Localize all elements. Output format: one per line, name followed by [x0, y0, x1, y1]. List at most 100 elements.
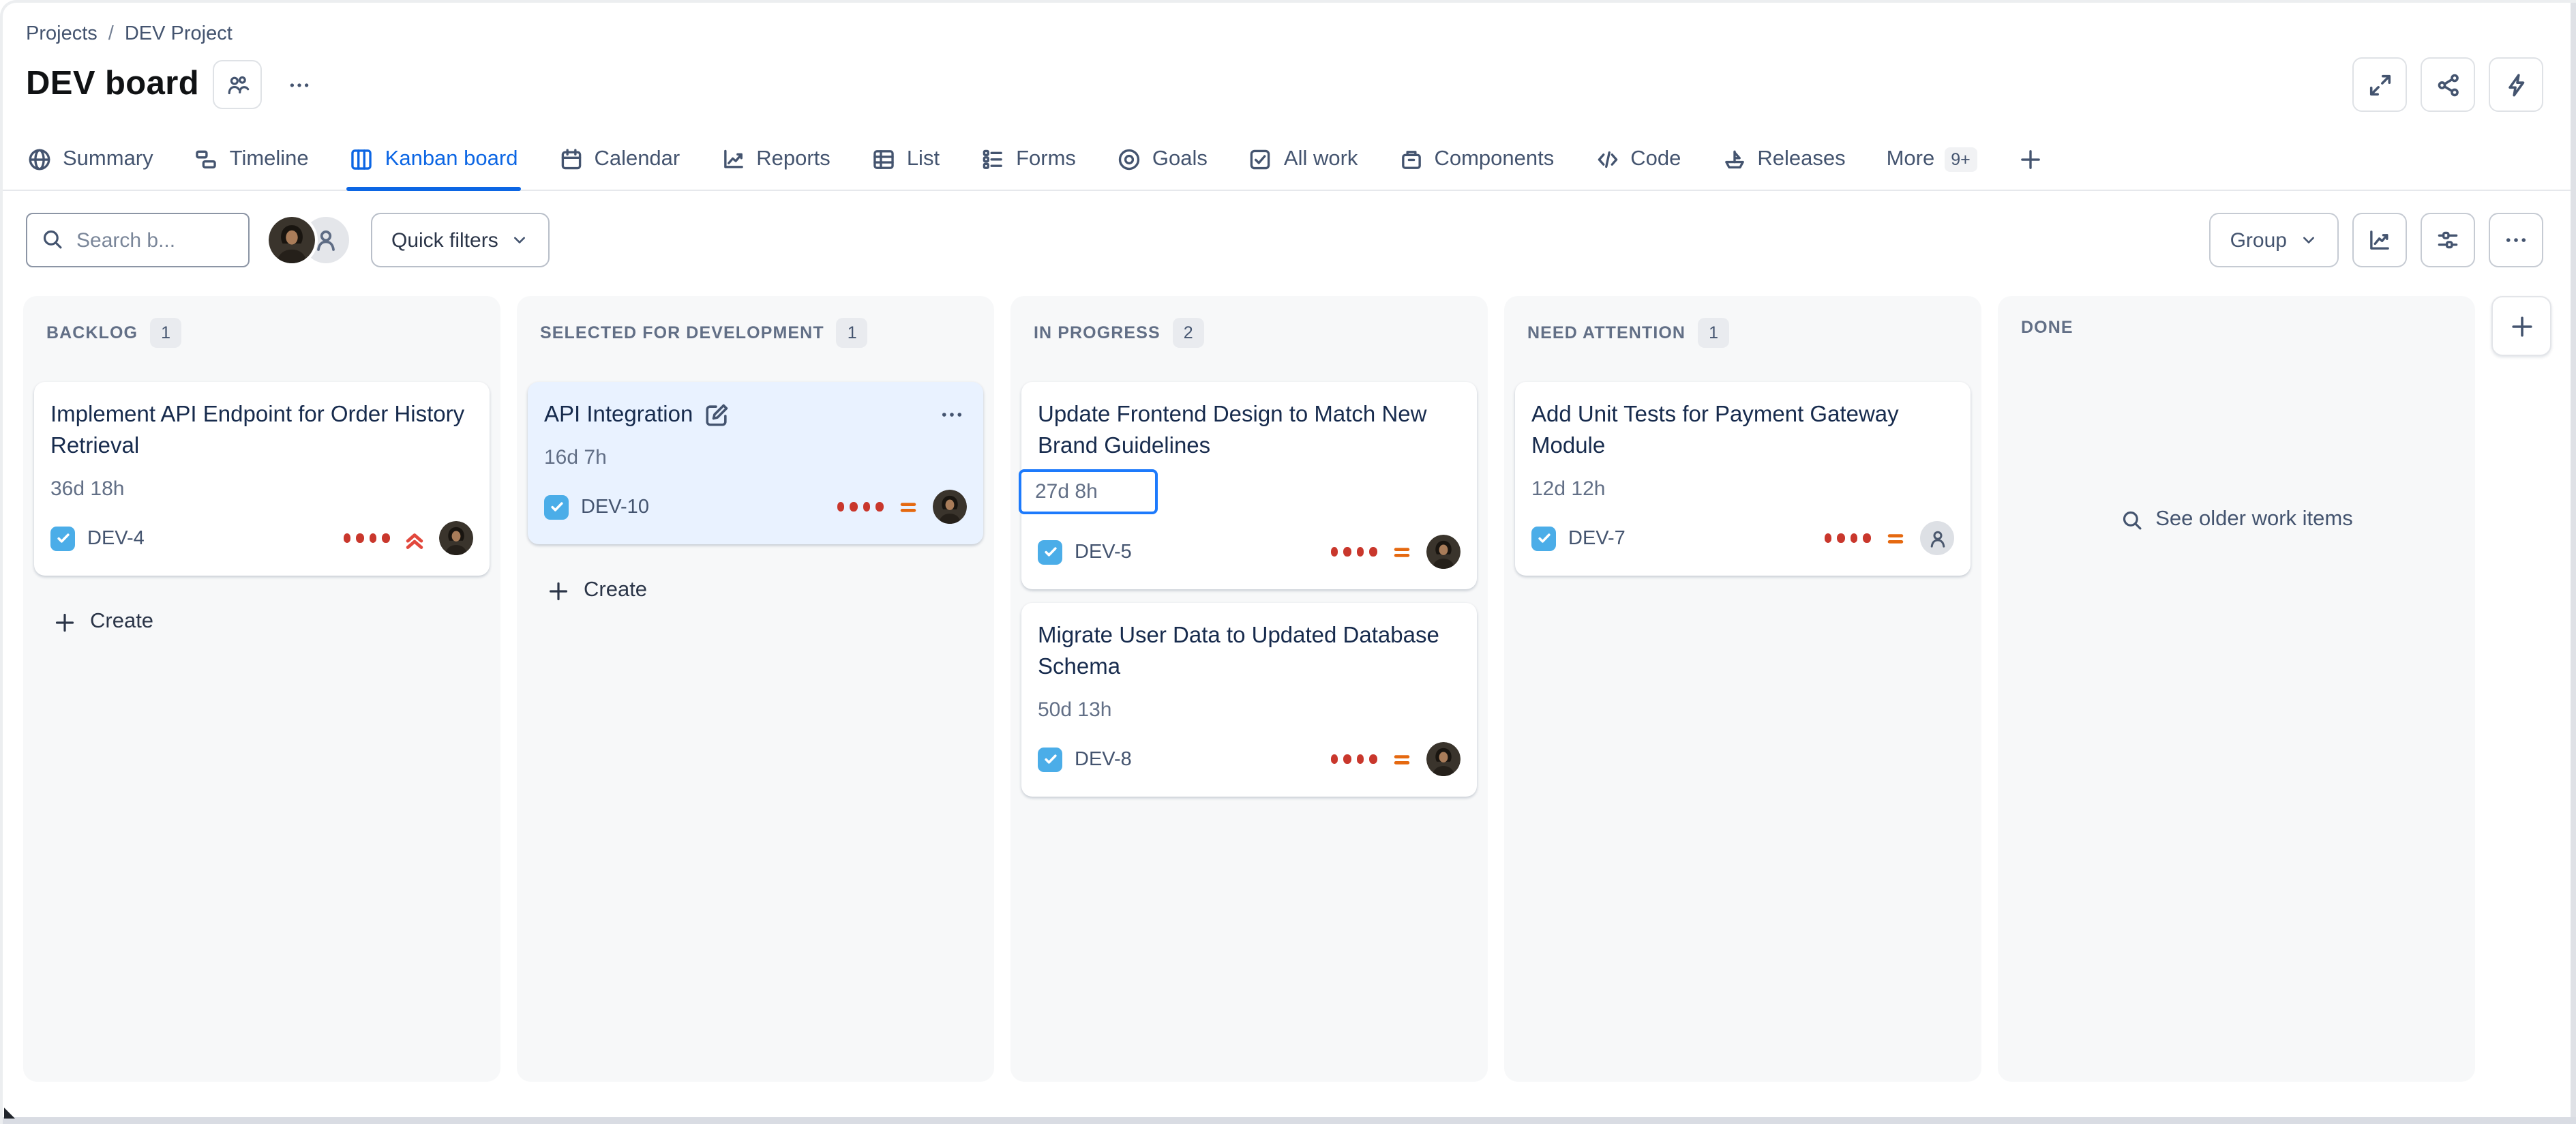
- share-button[interactable]: [2421, 57, 2475, 112]
- plus-icon: [53, 610, 76, 634]
- insights-button[interactable]: [2352, 213, 2407, 267]
- card-footer: DEV-4: [50, 521, 473, 555]
- tab-components[interactable]: Components: [1398, 130, 1554, 190]
- tab-calendar[interactable]: Calendar: [558, 130, 680, 190]
- tab-kanban-board[interactable]: Kanban board: [346, 130, 522, 191]
- assignee-filter-avatars: [269, 217, 349, 263]
- tab-more-count-badge: 9+: [1944, 147, 1977, 172]
- meatballs-icon: [287, 73, 310, 96]
- breadcrumb-project-link[interactable]: DEV Project: [124, 23, 233, 45]
- tab-timeline[interactable]: Timeline: [194, 130, 309, 190]
- column-name: NEED ATTENTION: [1527, 323, 1686, 342]
- cards-container: Add Unit Tests for Payment Gateway Modul…: [1504, 382, 1981, 576]
- group-dropdown[interactable]: Group: [2209, 213, 2339, 267]
- vertical-scrollbar[interactable]: [2571, 3, 2576, 1124]
- column-name: SELECTED FOR DEVELOPMENT: [540, 323, 824, 342]
- add-tab-button[interactable]: [2018, 130, 2043, 190]
- work-item-card[interactable]: Add Unit Tests for Payment Gateway Modul…: [1515, 382, 1971, 576]
- board-toolbar: Quick filters Group: [26, 213, 2543, 267]
- column-in-progress: IN PROGRESS 2 Update Frontend Design to Ma…: [1010, 296, 1488, 1082]
- view-settings-button[interactable]: [2421, 213, 2475, 267]
- see-older-work-items-link[interactable]: See older work items: [1998, 507, 2475, 532]
- card-footer-right: [1824, 521, 1954, 555]
- tab-releases[interactable]: Releases: [1722, 130, 1846, 190]
- work-item-card[interactable]: API Integration 16d 7h DEV-10: [528, 382, 983, 544]
- column-name: IN PROGRESS: [1034, 323, 1160, 342]
- status-dots: [343, 533, 390, 543]
- work-item-card[interactable]: Migrate User Data to Updated Database Sc…: [1021, 603, 1477, 797]
- horizontal-scrollbar[interactable]: [3, 1117, 2576, 1124]
- card-menu-button[interactable]: [937, 400, 967, 430]
- card-footer-right: [837, 490, 967, 524]
- automation-button[interactable]: [2489, 57, 2543, 112]
- quick-filters-label: Quick filters: [391, 228, 498, 252]
- tab-reports[interactable]: Reports: [721, 130, 830, 190]
- breadcrumb-projects-link[interactable]: Projects: [26, 23, 98, 45]
- add-column-button[interactable]: [2491, 296, 2551, 356]
- priority-medium-icon: [1390, 539, 1414, 564]
- assignee-avatar: [439, 521, 473, 555]
- card-title: API Integration: [544, 402, 693, 427]
- task-type-icon: [1038, 539, 1062, 564]
- cards-container: Update Frontend Design to Match New Bran…: [1010, 382, 1488, 797]
- estimate-field-focused[interactable]: 27d 8h: [1019, 469, 1158, 514]
- create-label: Create: [90, 610, 154, 633]
- person-icon: [312, 226, 340, 254]
- card-footer: DEV-5: [1038, 535, 1461, 569]
- tab-list[interactable]: List: [871, 130, 940, 190]
- card-footer-right: [1330, 742, 1461, 776]
- fullscreen-button[interactable]: [2352, 57, 2407, 112]
- red-dot: [1343, 547, 1351, 557]
- priority-medium-icon: [896, 494, 920, 519]
- card-title: Add Unit Tests for Payment Gateway Modul…: [1531, 402, 1899, 458]
- work-item-card[interactable]: Implement API Endpoint for Order History…: [34, 382, 490, 576]
- tab-all-work[interactable]: All work: [1248, 130, 1358, 190]
- tab-goals[interactable]: Goals: [1117, 130, 1208, 190]
- task-type-icon: [1531, 526, 1556, 550]
- priority-medium-icon: [1883, 526, 1908, 550]
- red-dot: [1356, 547, 1364, 557]
- red-dot: [1863, 533, 1871, 543]
- tab-more-label: More: [1886, 147, 1935, 171]
- search-icon: [2120, 508, 2143, 531]
- red-dot: [1837, 533, 1845, 543]
- search-input[interactable]: [26, 213, 250, 267]
- card-footer-right: [1330, 535, 1461, 569]
- person-icon: [1926, 527, 1948, 549]
- tab-label: Calendar: [594, 147, 680, 171]
- column-selected-for-development: SELECTED FOR DEVELOPMENT 1 API Integration…: [517, 296, 994, 1082]
- create-button[interactable]: Create: [53, 610, 490, 634]
- breadcrumb: Projects / DEV Project: [26, 23, 2543, 45]
- tab-more[interactable]: More 9+: [1887, 130, 1977, 190]
- chevron-down-icon: [511, 231, 530, 250]
- tab-label: Components: [1434, 147, 1555, 171]
- card-title: Implement API Endpoint for Order History…: [50, 402, 465, 458]
- goals-icon: [1117, 147, 1141, 172]
- tab-label: Kanban board: [385, 147, 518, 171]
- tab-label: Summary: [63, 147, 153, 171]
- red-dot: [863, 502, 871, 512]
- estimate-text: 12d 12h: [1531, 477, 1606, 501]
- create-button[interactable]: Create: [547, 578, 983, 603]
- share-icon: [2435, 72, 2461, 98]
- tab-code[interactable]: Code: [1595, 130, 1681, 190]
- tab-summary[interactable]: Summary: [27, 130, 153, 190]
- red-dot: [1369, 754, 1377, 764]
- board-options-button[interactable]: [2489, 213, 2543, 267]
- plus-icon: [547, 579, 570, 602]
- globe-icon: [27, 147, 52, 172]
- reports-icon: [721, 147, 745, 172]
- card-title-row: API Integration: [544, 400, 967, 431]
- board-more-button[interactable]: [275, 61, 322, 108]
- user-avatar[interactable]: [269, 217, 315, 263]
- red-dot: [369, 533, 377, 543]
- people-icon: [226, 73, 249, 96]
- components-icon: [1398, 147, 1423, 172]
- task-type-icon: [50, 526, 75, 550]
- tab-forms[interactable]: Forms: [980, 130, 1076, 190]
- quick-filters-dropdown[interactable]: Quick filters: [371, 213, 550, 267]
- card-title-row: Add Unit Tests for Payment Gateway Modul…: [1531, 400, 1954, 462]
- card-title: Migrate User Data to Updated Database Sc…: [1038, 623, 1439, 679]
- board-members-button[interactable]: [213, 60, 263, 109]
- work-item-card[interactable]: Update Frontend Design to Match New Bran…: [1019, 382, 1477, 589]
